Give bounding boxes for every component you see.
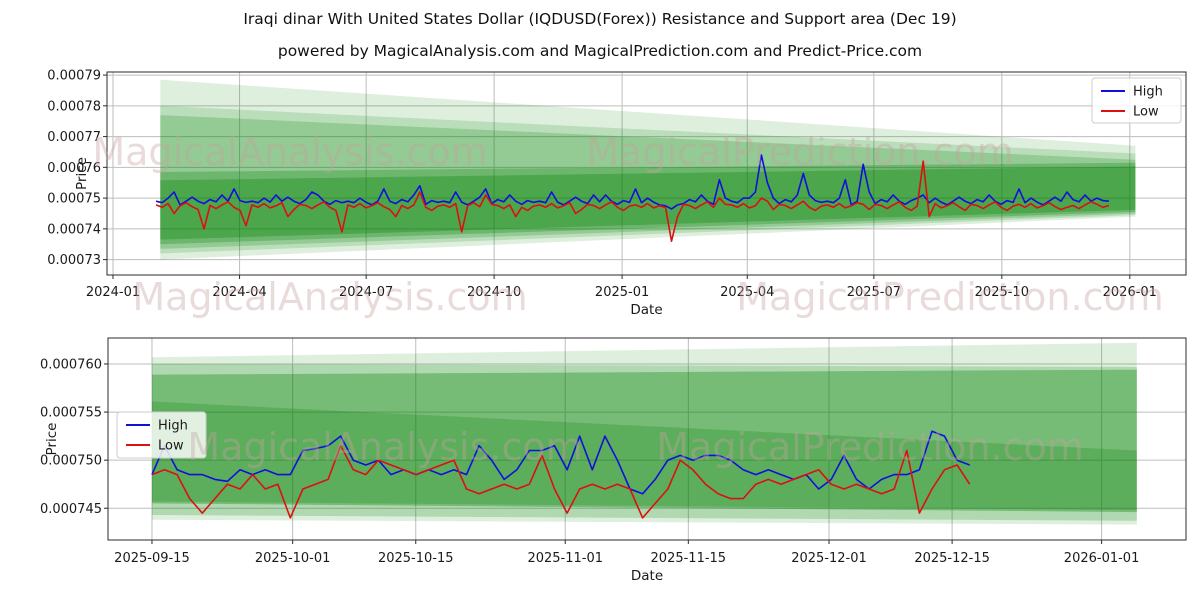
x-tick-label: 2025-09-15 [114,551,190,566]
y-tick-label: 0.00075 [47,192,101,207]
watermark-layer: MagicalAnalysis.com MagicalPrediction.com… [92,130,1163,469]
legend-high-label: High [158,419,188,434]
y-tick-label: 0.00077 [47,130,101,145]
watermark-text: MagicalPrediction.com [736,275,1164,319]
x-tick-label: 2024-07 [339,285,393,300]
y-axis-label: Price [74,157,90,190]
watermark-text: MagicalPrediction.com [656,425,1084,469]
y-tick-label: 0.000745 [40,502,102,517]
resistance-support-lower-band [152,401,1137,511]
x-tick-label: 2024-04 [212,285,266,300]
x-tick-label: 2024-10 [467,285,521,300]
x-axis-label: Date [630,302,662,318]
resistance-support-mid-band [152,364,1137,521]
resistance-support-mid-band [160,115,1136,249]
y-axis-label: Price [44,423,60,456]
chart-subtitle: powered by MagicalAnalysis.com and Magic… [277,42,923,60]
x-tick-label: 2024-01 [86,285,140,300]
resistance-support-wide-band [160,105,1136,254]
legend-low-label: Low [158,439,184,454]
y-tick-label: 0.00074 [47,222,101,237]
legend-high-label: High [1133,85,1163,100]
x-tick-label: 2025-10 [975,285,1029,300]
full-history-chart: 2024-01 2024-04 2024-07 2024-10 2025-01 2025-… [47,69,1187,318]
legend: High Low [1091,77,1182,124]
low-line [151,444,971,519]
high-line [155,154,1109,210]
y-tick-label: 0.000760 [40,357,102,372]
x-tick-label: 2025-07 [847,285,901,300]
watermark-text: MagicalAnalysis.com [132,275,527,319]
watermark-text: MagicalAnalysis.com [187,425,582,469]
x-tick-label: 2025-01 [595,285,649,300]
x-axis-label: Date [631,568,663,584]
low-line [155,160,1110,242]
x-tick-label: 2025-10-15 [378,551,454,566]
legend: High Low [116,411,207,459]
chart-title: Iraqi dinar With United States Dollar (I… [243,10,957,28]
y-tick-label: 0.00078 [47,99,101,114]
x-tick-label: 2026-01-01 [1064,551,1140,566]
x-tick-label: 2025-12-01 [791,551,867,566]
plot-border [106,71,1187,276]
watermark-text: MagicalPrediction.com [586,130,1014,174]
x-tick-label: 2025-11-01 [527,551,603,566]
y-tick-label: 0.00073 [47,253,101,268]
x-tick-label: 2025-11-15 [651,551,727,566]
x-tick-label: 2025-04 [720,285,774,300]
y-tick-label: 0.00076 [47,161,101,176]
recent-zoom-chart: 2025-09-15 2025-10-01 2025-10-15 2025-11-01… [40,337,1187,584]
y-tick-label: 0.000755 [40,406,102,421]
y-tick-label: 0.00079 [47,69,101,84]
resistance-support-outer-band [152,342,1137,525]
x-tick-label: 2025-10-01 [255,551,331,566]
x-tick-label: 2025-12-15 [914,551,990,566]
x-tick-label: 2026-01 [1103,285,1157,300]
watermark-text: MagicalAnalysis.com [92,130,487,174]
high-line [151,430,970,495]
resistance-support-outer-band [160,79,1136,260]
plot-border [107,337,1187,541]
y-tick-label: 0.000750 [40,454,102,469]
legend-low-label: Low [1133,105,1159,120]
legend-box [116,411,207,459]
